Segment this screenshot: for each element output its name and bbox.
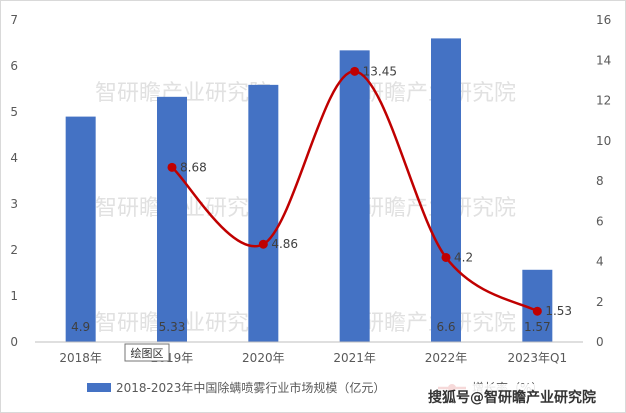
bar bbox=[157, 96, 187, 342]
plot-area-tooltip bbox=[124, 343, 170, 362]
footer-watermark-bg bbox=[420, 384, 620, 408]
y-right-tick-label: 10 bbox=[596, 134, 611, 148]
bar-data-label: 5.33 bbox=[159, 320, 186, 334]
footer-watermark: 搜狐号@智研瞻产业研究院 bbox=[428, 389, 596, 406]
y-right-tick-label: 4 bbox=[596, 255, 604, 269]
y-left-tick-label: 5 bbox=[10, 105, 18, 119]
legend-bar-label: 2018-2023年中国除螨喷雾行业市场规模（亿元） bbox=[116, 380, 385, 395]
line-data-label: 1.53 bbox=[545, 304, 572, 318]
bar bbox=[431, 38, 461, 343]
growth-rate-point bbox=[441, 252, 451, 262]
y-right-tick-label: 0 bbox=[596, 335, 604, 349]
bar-data-label: 4.9 bbox=[71, 320, 90, 334]
y-right-tick-label: 8 bbox=[596, 174, 604, 188]
legend-bar-swatch bbox=[87, 383, 111, 392]
growth-rate-point bbox=[167, 162, 177, 172]
y-left-tick-label: 1 bbox=[10, 289, 18, 303]
bar-data-label: 6.6 bbox=[436, 320, 455, 334]
y-left-tick-label: 6 bbox=[10, 59, 18, 73]
bar bbox=[65, 116, 96, 342]
line-data-label: 13.45 bbox=[363, 64, 397, 78]
y-left-tick-label: 7 bbox=[10, 13, 18, 27]
y-left-tick-label: 2 bbox=[10, 243, 18, 257]
y-right-tick-label: 16 bbox=[596, 13, 611, 27]
line-data-label: 8.68 bbox=[180, 160, 207, 174]
y-left-tick-label: 0 bbox=[10, 335, 18, 349]
line-data-label: 4.2 bbox=[454, 250, 473, 264]
growth-rate-point bbox=[532, 306, 542, 316]
line-data-label: 4.86 bbox=[271, 237, 298, 251]
plot-area-tooltip-text: 绘图区 bbox=[131, 346, 164, 360]
x-tick-label: 2022年 bbox=[425, 351, 468, 365]
growth-rate-point bbox=[258, 239, 268, 249]
y-right-tick-label: 14 bbox=[596, 53, 611, 67]
x-tick-label: 2018年 bbox=[59, 351, 102, 365]
x-tick-label: 2023年Q1 bbox=[508, 351, 568, 365]
y-right-tick-label: 12 bbox=[596, 94, 611, 108]
y-left-tick-label: 3 bbox=[10, 197, 18, 211]
bar-data-label: 1.57 bbox=[524, 320, 551, 334]
bar bbox=[248, 84, 279, 343]
y-right-tick-label: 6 bbox=[596, 214, 604, 228]
x-tick-label: 2020年 bbox=[242, 351, 285, 365]
x-tick-label: 2021年 bbox=[333, 351, 376, 365]
y-left-tick-label: 4 bbox=[10, 151, 18, 165]
growth-rate-point bbox=[350, 66, 360, 76]
y-right-tick-label: 2 bbox=[596, 295, 604, 309]
bar bbox=[339, 50, 370, 343]
